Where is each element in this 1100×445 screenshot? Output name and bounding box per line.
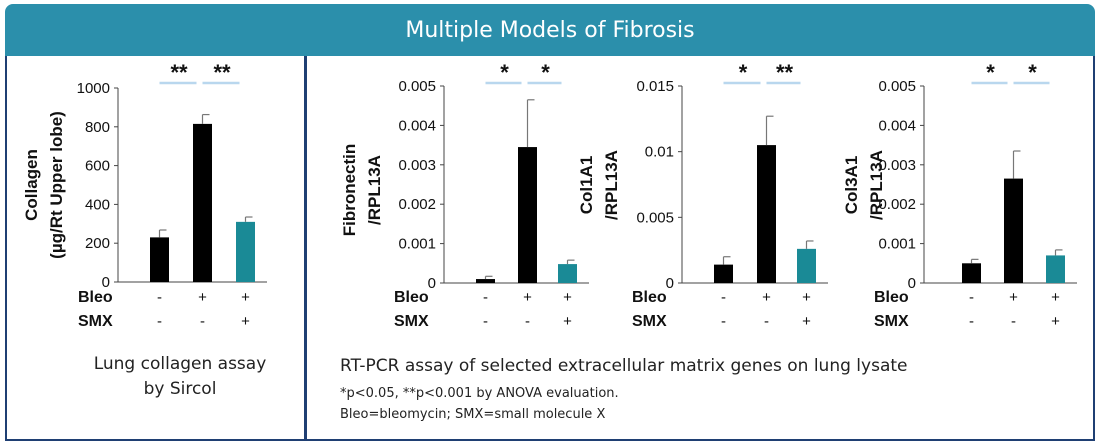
condition-row-label: Bleo xyxy=(78,289,113,306)
condition-symbol: + xyxy=(802,289,811,306)
y-axis-label: Collagen xyxy=(22,149,41,221)
y-tick-label: 0.003 xyxy=(878,157,916,174)
significance-marker: * xyxy=(986,60,995,85)
left-caption-line-2: by Sircol xyxy=(143,379,217,399)
y-tick-label: 600 xyxy=(85,158,110,175)
footnote-significance: *p<0.05, **p<0.001 by ANOVA evaluation. xyxy=(340,386,619,401)
significance-marker: * xyxy=(500,60,509,85)
y-tick-label: 200 xyxy=(85,235,110,252)
left-caption: Lung collagen assay by Sircol xyxy=(70,352,290,402)
condition-symbol: - xyxy=(969,289,974,306)
y-tick-label: 0 xyxy=(908,275,916,292)
y-tick-label: 1000 xyxy=(77,80,110,97)
panel-divider xyxy=(304,56,307,441)
right-caption: RT-PCR assay of selected extracellular m… xyxy=(340,356,908,376)
significance-marker: ** xyxy=(170,60,188,85)
condition-symbol: + xyxy=(1051,289,1060,306)
y-tick-label: 0.004 xyxy=(398,117,436,134)
y-tick-label: 0.002 xyxy=(398,196,436,213)
bar xyxy=(714,264,733,283)
condition-symbol: - xyxy=(969,313,974,330)
condition-symbol: + xyxy=(241,313,250,330)
condition-symbol: - xyxy=(200,313,205,330)
y-tick-label: 0 xyxy=(428,275,436,292)
condition-symbol: - xyxy=(483,313,488,330)
y-axis-label: /RPL13A xyxy=(867,150,886,220)
significance-marker: ** xyxy=(213,60,231,85)
y-tick-label: 400 xyxy=(85,196,110,213)
left-caption-line-1: Lung collagen assay xyxy=(93,354,267,374)
y-tick-label: 0.005 xyxy=(636,209,674,226)
y-tick-label: 0.015 xyxy=(636,78,674,95)
condition-symbol: + xyxy=(1051,313,1060,330)
significance-marker: ** xyxy=(776,60,794,85)
condition-row-label: SMX xyxy=(632,313,667,330)
condition-symbol: + xyxy=(1009,289,1018,306)
bar xyxy=(558,264,577,283)
footnote-abbreviations: Bleo=bleomycin; SMX=small molecule X xyxy=(340,407,606,422)
bar xyxy=(797,248,816,283)
bar xyxy=(757,145,776,283)
y-tick-label: 0.01 xyxy=(645,144,674,161)
condition-row-label: SMX xyxy=(78,313,113,330)
bar xyxy=(236,221,255,282)
bar xyxy=(1004,178,1023,283)
y-tick-label: 0.004 xyxy=(878,117,916,134)
bar xyxy=(962,263,981,283)
y-tick-label: 0.005 xyxy=(878,78,916,95)
y-axis-label: /RPL13A xyxy=(365,155,384,225)
y-axis-label: Col3A1 xyxy=(842,156,861,215)
condition-row-label: Bleo xyxy=(874,289,909,306)
condition-symbol: - xyxy=(764,313,769,330)
y-axis-label: (µg/Rt Upper lobe) xyxy=(47,111,66,259)
y-tick-label: 0.003 xyxy=(398,157,436,174)
condition-symbol: - xyxy=(721,313,726,330)
condition-row-label: Bleo xyxy=(632,289,667,306)
bar xyxy=(518,147,537,283)
y-axis-label: Fibronectin xyxy=(340,144,359,237)
y-tick-label: 0.002 xyxy=(878,196,916,213)
y-axis-label: Col1A1 xyxy=(577,156,596,215)
bar xyxy=(150,237,169,282)
condition-symbol: + xyxy=(802,313,811,330)
condition-row-label: SMX xyxy=(874,313,909,330)
condition-symbol: - xyxy=(1011,313,1016,330)
y-tick-label: 0 xyxy=(666,275,674,292)
condition-symbol: + xyxy=(563,289,572,306)
condition-row-label: Bleo xyxy=(394,289,429,306)
y-axis-label: /RPL13A xyxy=(602,150,621,220)
header-bar: Multiple Models of Fibrosis xyxy=(5,4,1095,56)
significance-marker: * xyxy=(739,60,748,85)
y-tick-label: 0.001 xyxy=(398,236,436,253)
condition-symbol: + xyxy=(762,289,771,306)
condition-symbol: - xyxy=(525,313,530,330)
significance-marker: * xyxy=(541,60,550,85)
significance-marker: * xyxy=(1028,60,1037,85)
y-tick-label: 800 xyxy=(85,119,110,136)
panel-frame xyxy=(5,56,1095,441)
condition-symbol: - xyxy=(721,289,726,306)
condition-symbol: - xyxy=(483,289,488,306)
y-tick-label: 0.001 xyxy=(878,236,916,253)
condition-symbol: + xyxy=(241,289,250,306)
condition-row-label: SMX xyxy=(394,313,429,330)
condition-symbol: - xyxy=(157,289,162,306)
condition-symbol: + xyxy=(198,289,207,306)
bar xyxy=(476,279,495,283)
bar xyxy=(1046,255,1065,283)
y-tick-label: 0 xyxy=(102,274,110,291)
page-title: Multiple Models of Fibrosis xyxy=(405,17,695,43)
bar xyxy=(193,123,212,282)
y-tick-label: 0.005 xyxy=(398,78,436,95)
condition-symbol: + xyxy=(563,313,572,330)
condition-symbol: - xyxy=(157,313,162,330)
condition-symbol: + xyxy=(523,289,532,306)
